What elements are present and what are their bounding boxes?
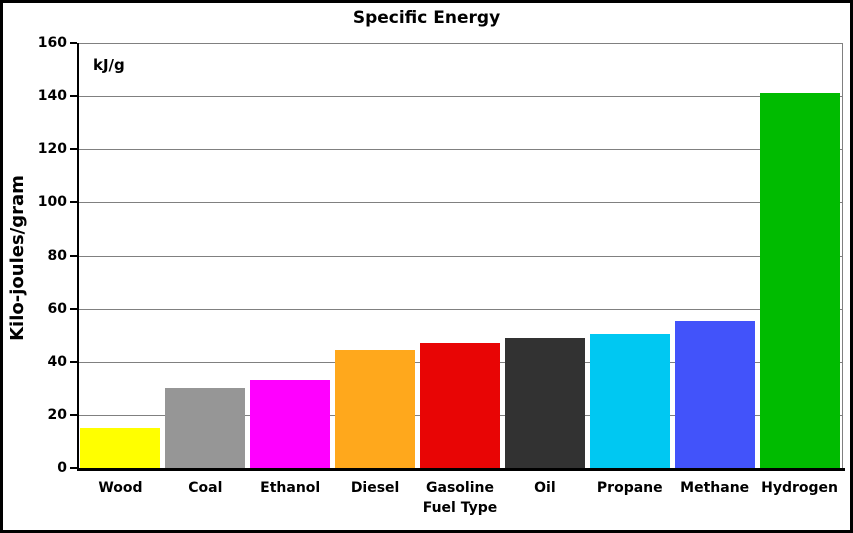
y-axis-tick bbox=[70, 307, 77, 310]
x-tick-label: Diesel bbox=[350, 480, 400, 496]
plot-right-border bbox=[842, 43, 843, 468]
bar-hydrogen bbox=[759, 93, 840, 468]
bar-gasoline bbox=[420, 343, 500, 468]
y-tick-label: 160 bbox=[37, 35, 67, 51]
unit-annotation: kJ/g bbox=[93, 56, 125, 74]
gridline bbox=[78, 43, 842, 44]
y-axis-line bbox=[77, 43, 79, 471]
x-tick-label: Wood bbox=[98, 480, 143, 496]
x-tick-label: Oil bbox=[534, 480, 556, 496]
bar-methane bbox=[674, 320, 755, 468]
y-axis-tick bbox=[70, 42, 77, 44]
x-axis-line bbox=[77, 468, 845, 471]
y-axis-tick bbox=[70, 95, 77, 98]
y-tick-label: 80 bbox=[47, 247, 67, 264]
x-axis-title: Fuel Type bbox=[422, 500, 498, 516]
y-tick-label: 100 bbox=[37, 194, 67, 211]
gridline bbox=[78, 308, 842, 310]
y-axis-tick bbox=[70, 360, 77, 363]
bar-ethanol bbox=[250, 380, 331, 468]
y-tick-label: 140 bbox=[37, 88, 67, 105]
gridline bbox=[78, 149, 842, 151]
bar-coal bbox=[165, 388, 246, 468]
y-tick-label: 20 bbox=[47, 406, 67, 423]
bar-wood bbox=[80, 428, 161, 468]
y-tick-label: 0 bbox=[57, 460, 67, 476]
bar-diesel bbox=[335, 349, 416, 468]
chart-title: Specific Energy bbox=[352, 8, 501, 28]
y-axis-tick bbox=[70, 148, 77, 151]
bar-oil bbox=[504, 337, 585, 468]
bar-propane bbox=[589, 333, 670, 468]
y-tick-label: 60 bbox=[47, 300, 67, 317]
gridline bbox=[78, 202, 842, 204]
y-tick-label: 120 bbox=[37, 141, 67, 158]
y-axis-tick bbox=[70, 467, 77, 469]
y-axis-tick bbox=[70, 201, 77, 204]
y-tick-label: 40 bbox=[47, 353, 67, 370]
gridline bbox=[78, 255, 842, 257]
x-tick-label: Hydrogen bbox=[761, 480, 838, 496]
x-tick-label: Propane bbox=[596, 480, 663, 496]
x-tick-label: Gasoline bbox=[426, 480, 494, 496]
x-tick-label: Ethanol bbox=[260, 480, 321, 496]
y-axis-tick bbox=[70, 413, 77, 416]
gridline bbox=[78, 96, 842, 98]
y-axis-tick bbox=[70, 254, 77, 257]
x-tick-label: Coal bbox=[188, 480, 223, 496]
x-tick-label: Methane bbox=[680, 480, 750, 496]
